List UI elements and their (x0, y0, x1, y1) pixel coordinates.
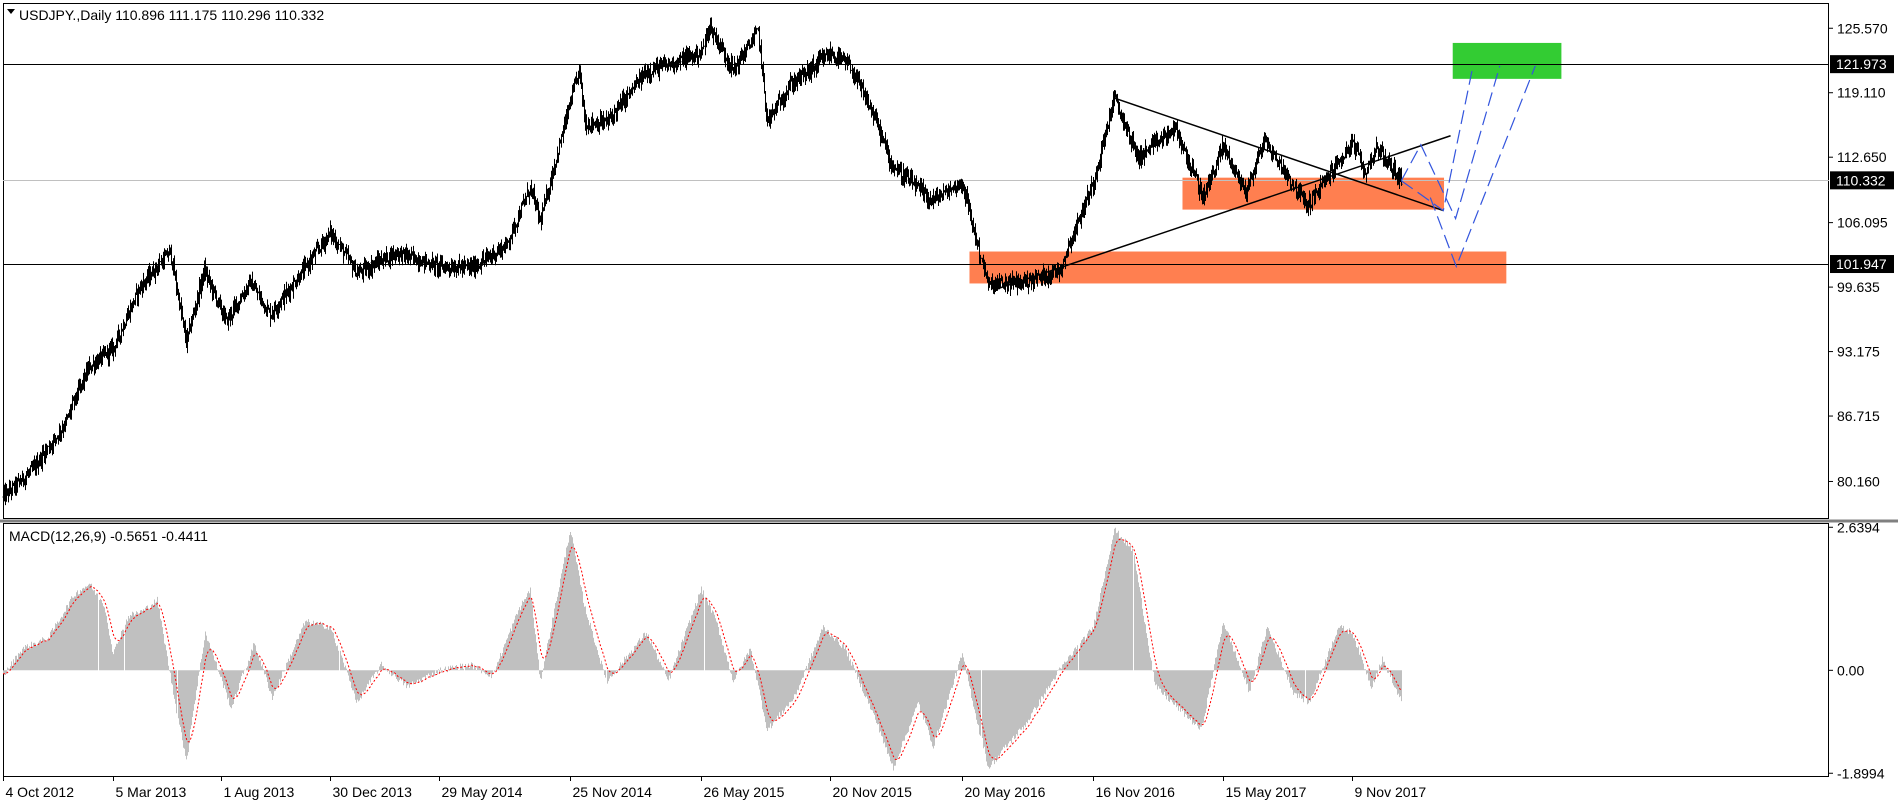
price-bars (2, 17, 1403, 506)
trendline-1[interactable] (1113, 97, 1444, 212)
main-pane-frame (3, 3, 1829, 519)
price-zone-3[interactable] (1452, 42, 1562, 79)
macd-y-tick-label: 2.6394 (1837, 519, 1880, 535)
macd-pane-frame (3, 523, 1829, 777)
x-tick-label: 26 May 2015 (704, 784, 785, 800)
macd-signal-line (2, 538, 1402, 760)
x-tick-label: 30 Dec 2013 (333, 784, 413, 800)
projection-path-3[interactable] (1429, 65, 1536, 269)
levels-layer (3, 64, 1829, 265)
x-tick-label: 20 Nov 2015 (833, 784, 913, 800)
x-tick-label: 9 Nov 2017 (1355, 784, 1427, 800)
y-tick-label: 93.175 (1837, 344, 1880, 360)
y-tick-label: 119.110 (1837, 85, 1886, 101)
x-tick-label: 1 Aug 2013 (224, 784, 295, 800)
y-axis: 125.570 119.110 112.650 106.095 99.635 93.175… (1829, 20, 1894, 781)
x-tick-label: 16 Nov 2016 (1096, 784, 1176, 800)
x-tick-label: 25 Nov 2014 (573, 784, 653, 800)
x-axis: 4 Oct 2012 5 Mar 2013 1 Aug 2013 30 Dec 201… (3, 776, 1427, 800)
x-tick-label: 5 Mar 2013 (116, 784, 187, 800)
price-series-layer (2, 17, 1403, 506)
y-tick-label: 86.715 (1837, 408, 1880, 424)
macd-histogram (3, 527, 1402, 771)
macd-y-tick-label: 0.00 (1837, 662, 1864, 678)
x-tick-label: 15 May 2017 (1226, 784, 1307, 800)
symbol-dropdown-icon[interactable] (7, 9, 15, 14)
macd-series-layer (2, 527, 1829, 771)
y-tick-label: 106.095 (1837, 215, 1888, 231)
price-badge-3 (1830, 255, 1894, 274)
zones-layer (969, 42, 1562, 284)
y-tick-label: 112.650 (1837, 149, 1887, 165)
y-tick-label: 80.160 (1837, 473, 1880, 489)
projections-layer (1400, 65, 1536, 269)
chart-header-title: USDJPY.,Daily 110.896 111.175 110.296 11… (19, 7, 324, 23)
price-badge-label: 110.332 (1836, 172, 1886, 188)
price-badge-label: 101.947 (1836, 256, 1887, 272)
macd-y-tick-label: -1.8994 (1837, 765, 1885, 781)
macd-header-title: MACD(12,26,9) -0.5651 -0.4411 (9, 528, 208, 544)
x-tick-label: 29 May 2014 (442, 784, 523, 800)
y-tick-label: 125.570 (1837, 20, 1888, 36)
projection-path-1[interactable] (1400, 65, 1474, 212)
x-tick-label: 20 May 2016 (965, 784, 1046, 800)
price-badge-label: 121.973 (1836, 56, 1887, 72)
trendline-2[interactable] (995, 135, 1451, 291)
x-tick-label: 4 Oct 2012 (6, 784, 75, 800)
y-tick-label: 99.635 (1837, 279, 1880, 295)
price-badge-2 (1830, 171, 1894, 190)
trendlines-layer[interactable] (995, 97, 1451, 291)
price-badge-1 (1830, 55, 1894, 74)
projection-path-2[interactable] (1400, 65, 1501, 221)
